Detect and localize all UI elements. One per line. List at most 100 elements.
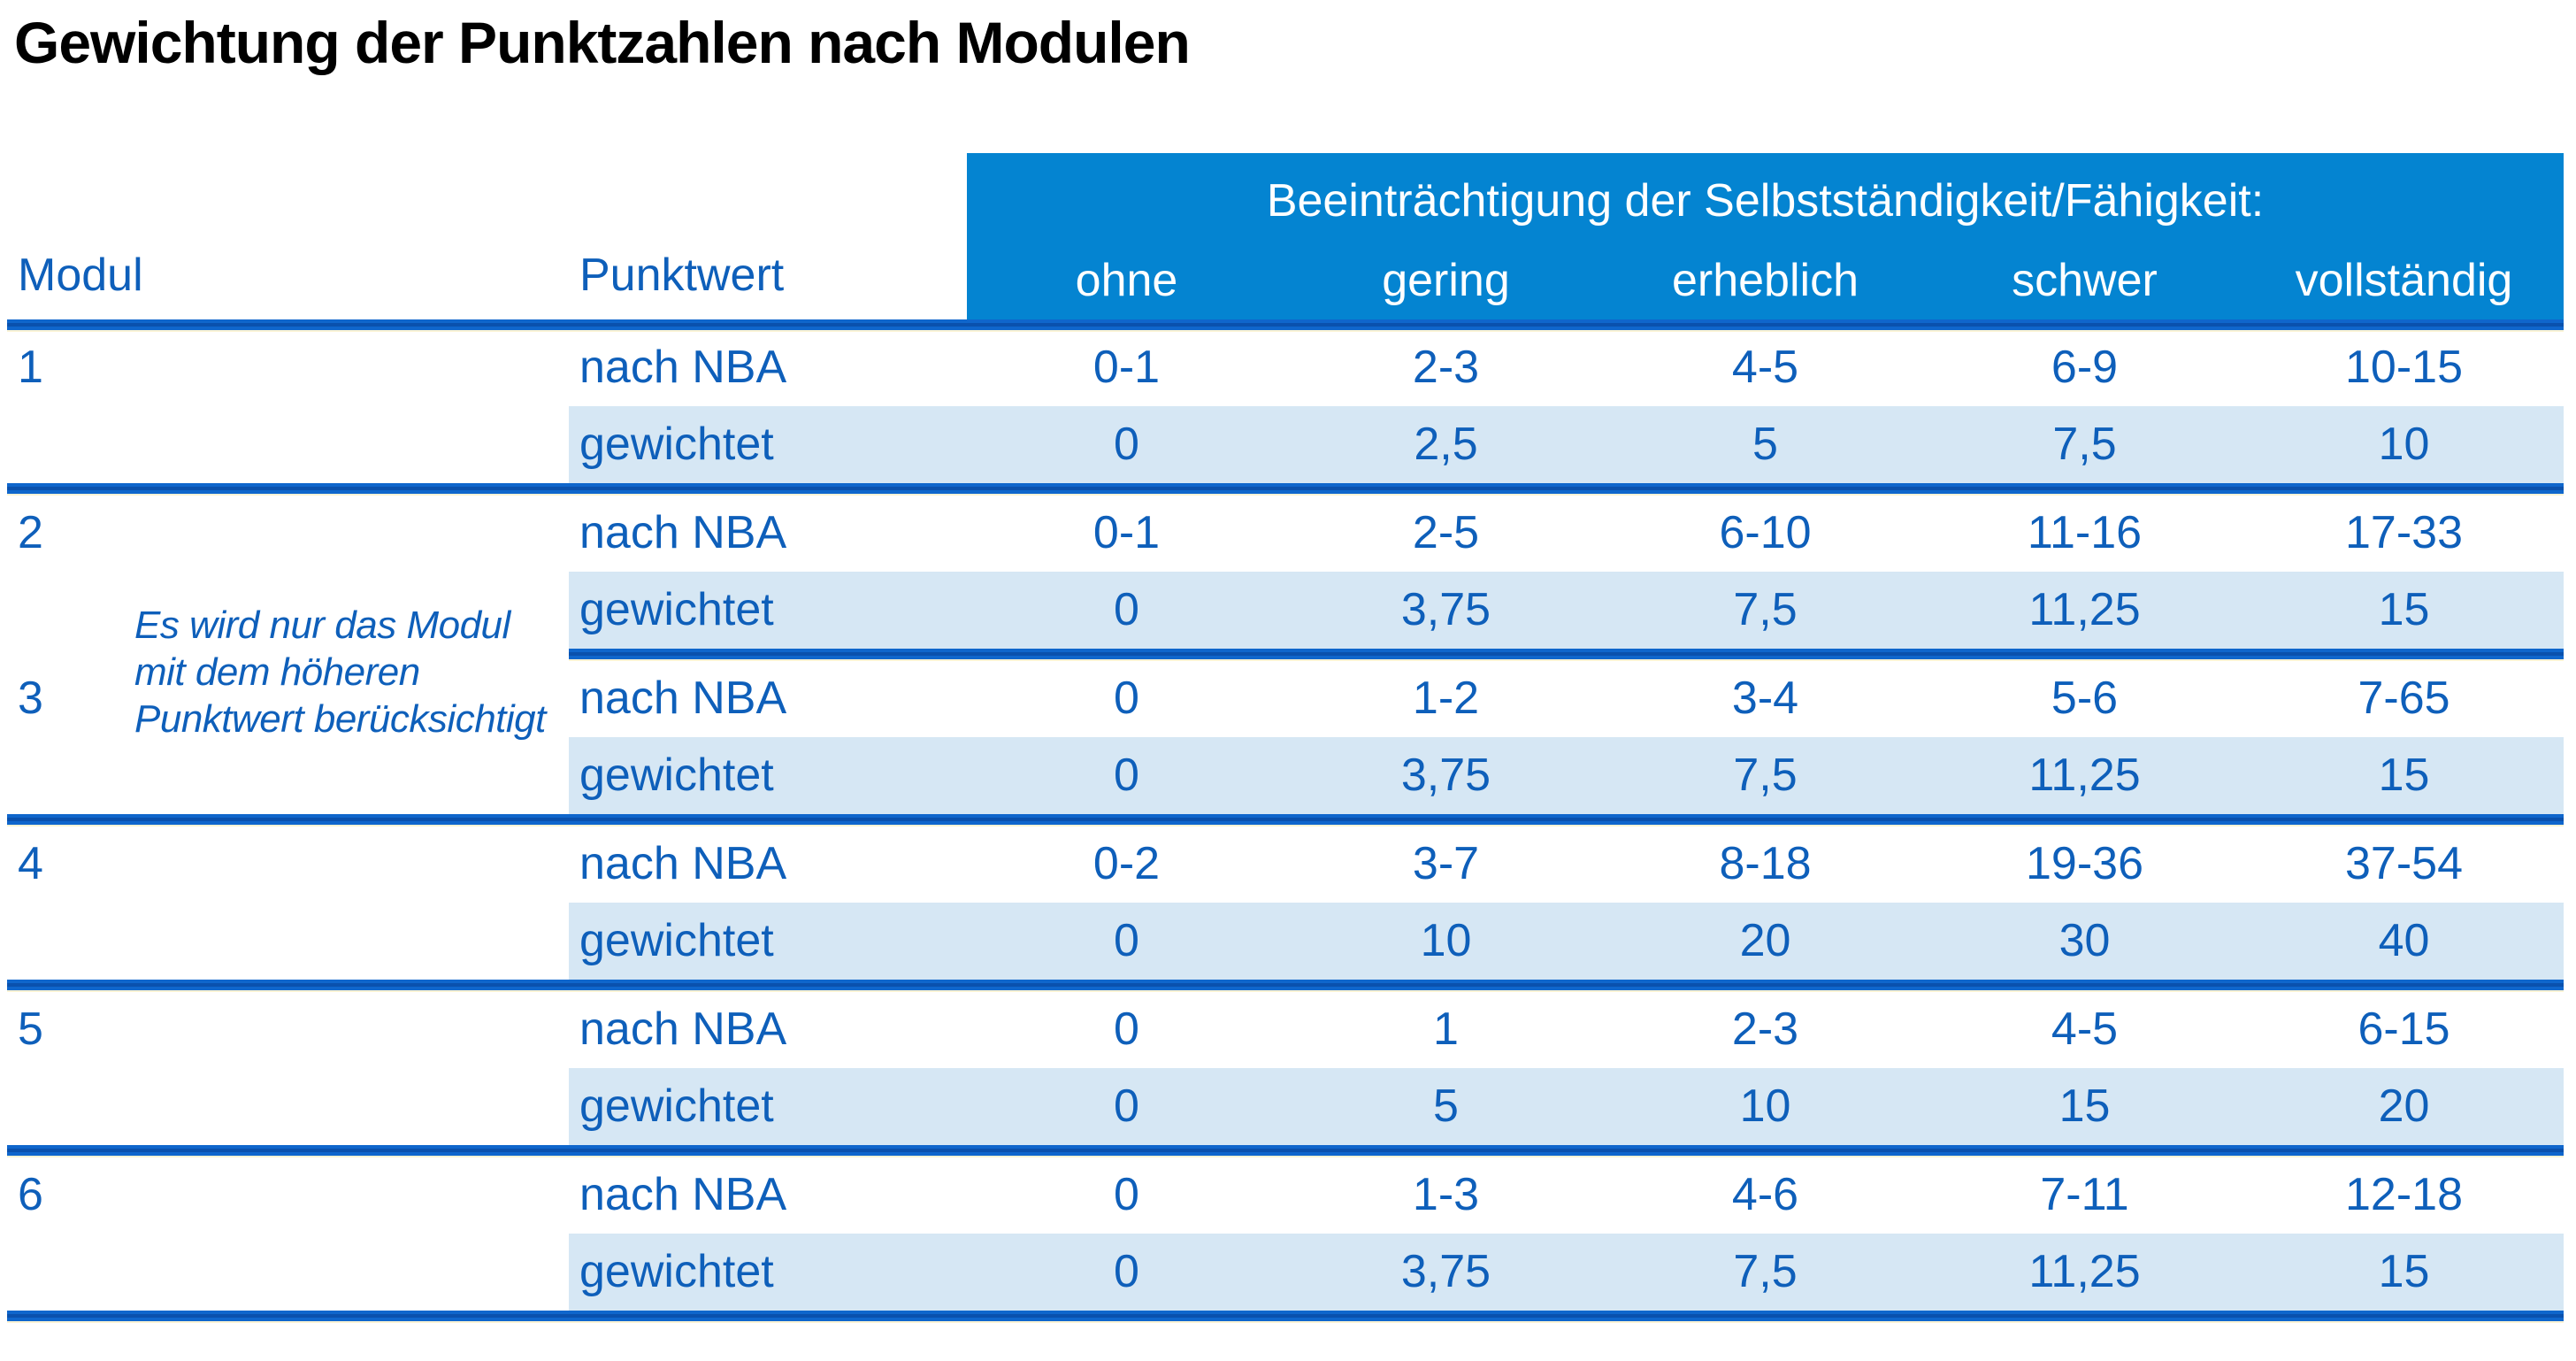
weighted-value: 15 <box>2378 584 2430 635</box>
nba-value: 3-4 <box>1731 673 1799 724</box>
section-divider <box>7 814 2564 825</box>
row-label-weighted: gewichtet <box>579 1246 774 1297</box>
weighted-value: 0 <box>1114 1246 1139 1297</box>
nba-value: 7-65 <box>2358 673 2450 724</box>
module-number: 4 <box>18 838 43 889</box>
weighted-row-highlight <box>569 1234 2564 1311</box>
severity-label-gering: gering <box>1382 255 1510 306</box>
nba-value: 6-15 <box>2358 1003 2450 1055</box>
weighted-value: 30 <box>2058 915 2111 966</box>
weighted-value: 10 <box>2378 419 2430 470</box>
row-label-nba: nach NBA <box>579 1169 787 1220</box>
nba-value: 7-11 <box>2040 1169 2129 1220</box>
nba-value: 8-18 <box>1719 838 1812 889</box>
weighted-value: 10 <box>1420 915 1472 966</box>
nba-value: 0 <box>1114 673 1139 724</box>
row-label-nba: nach NBA <box>579 838 787 889</box>
weighted-row-highlight <box>569 1068 2564 1145</box>
weighted-value: 3,75 <box>1400 1246 1491 1297</box>
nba-value: 17-33 <box>2345 507 2463 558</box>
nba-value: 5-6 <box>2051 673 2119 724</box>
section-divider <box>7 1311 2564 1321</box>
weighted-value: 7,5 <box>1733 1246 1798 1297</box>
row-label-weighted: gewichtet <box>579 750 774 801</box>
module-2-3-note: Es wird nur das Modul mit dem höheren Pu… <box>134 602 577 742</box>
note-line: mit dem höheren <box>134 650 420 694</box>
module-number: 1 <box>18 342 43 393</box>
module-number: 6 <box>18 1169 43 1220</box>
nba-value: 11-16 <box>2027 507 2143 558</box>
nba-value: 0 <box>1114 1169 1139 1220</box>
weighted-value: 0 <box>1114 915 1139 966</box>
row-label-weighted: gewichtet <box>579 915 774 966</box>
weighted-value: 3,75 <box>1400 584 1491 635</box>
weighted-value: 0 <box>1114 584 1139 635</box>
note-line: Punktwert berücksichtigt <box>134 697 546 741</box>
nba-value: 37-54 <box>2345 838 2463 889</box>
nba-value: 6-9 <box>2051 342 2119 393</box>
weighted-row-highlight <box>569 572 2564 649</box>
weighted-value: 11,25 <box>2028 584 2141 635</box>
weighted-value: 0 <box>1114 419 1139 470</box>
weighted-value: 3,75 <box>1400 750 1491 801</box>
row-label-nba: nach NBA <box>579 1003 787 1055</box>
note-line: Es wird nur das Modul <box>134 604 510 647</box>
nba-value: 0 <box>1114 1003 1139 1055</box>
nba-value: 19-36 <box>2026 838 2143 889</box>
module-number: 5 <box>18 1003 43 1055</box>
row-label-nba: nach NBA <box>579 673 787 724</box>
weighted-value: 0 <box>1114 750 1139 801</box>
nba-value: 0-1 <box>1092 342 1161 393</box>
impairment-header: Beeinträchtigung der Selbstständigkeit/F… <box>1266 175 2265 227</box>
nba-value: 2-5 <box>1412 507 1480 558</box>
row-label-weighted: gewichtet <box>579 419 774 470</box>
weighted-value: 2,5 <box>1414 419 1478 470</box>
weighted-value: 20 <box>2378 1080 2430 1132</box>
row-label-nba: nach NBA <box>579 342 787 393</box>
nba-value: 0-1 <box>1092 507 1161 558</box>
severity-label-vollstaendig: vollständig <box>2295 255 2513 306</box>
nba-value: 2-3 <box>1412 342 1480 393</box>
section-divider <box>7 980 2564 990</box>
section-divider <box>7 1145 2564 1156</box>
weighted-value: 5 <box>1752 419 1778 470</box>
module-number: 2 <box>18 507 43 558</box>
weighted-value: 7,5 <box>1733 584 1798 635</box>
module-number: 3 <box>18 673 43 724</box>
row-label-weighted: gewichtet <box>579 1080 774 1132</box>
section-divider <box>7 483 2564 494</box>
module-2-section: 2 nach NBA gewichtet 0-1 2-5 6-10 11-16 … <box>0 495 2576 660</box>
nba-value: 3-7 <box>1412 838 1480 889</box>
nba-value: 1-3 <box>1412 1169 1480 1220</box>
impairment-header-box: Beeinträchtigung der Selbstständigkeit/F… <box>967 153 2564 319</box>
weighted-value: 15 <box>2058 1080 2111 1132</box>
nba-value: 6-10 <box>1719 507 1812 558</box>
nba-value: 4-6 <box>1731 1169 1799 1220</box>
nba-value: 0-2 <box>1092 838 1161 889</box>
nba-value: 4-5 <box>2051 1003 2119 1055</box>
weighted-value: 10 <box>1739 1080 1791 1132</box>
module-1-section: 1 nach NBA gewichtet 0-1 2-3 4-5 6-9 10-… <box>0 329 2576 495</box>
module-5-section: 5 nach NBA gewichtet 0 1 2-3 4-5 6-15 0 … <box>0 991 2576 1157</box>
modul-column-header: Modul <box>18 250 143 301</box>
severity-header-row: ohne gering erheblich schwer vollständig <box>967 254 2564 307</box>
severity-label-erheblich: erheblich <box>1671 255 1859 306</box>
section-divider-partial <box>569 649 2564 659</box>
row-label-nba: nach NBA <box>579 507 787 558</box>
page-title: Gewichtung der Punktzahlen nach Modulen <box>14 10 1191 75</box>
nba-value: 4-5 <box>1731 342 1799 393</box>
nba-value: 1 <box>1433 1003 1459 1055</box>
weighted-value: 7,5 <box>2052 419 2117 470</box>
weighted-row-highlight <box>569 406 2564 483</box>
weighted-value: 40 <box>2378 915 2430 966</box>
punktwert-column-header: Punktwert <box>579 250 785 301</box>
weighted-value: 11,25 <box>2028 750 2141 801</box>
weighted-value: 5 <box>1433 1080 1459 1132</box>
weighted-value: 7,5 <box>1733 750 1798 801</box>
weighted-row-highlight <box>569 903 2564 980</box>
nba-value: 2-3 <box>1731 1003 1799 1055</box>
weighted-value: 20 <box>1739 915 1791 966</box>
header-divider <box>7 319 2564 330</box>
weighted-value: 0 <box>1114 1080 1139 1132</box>
